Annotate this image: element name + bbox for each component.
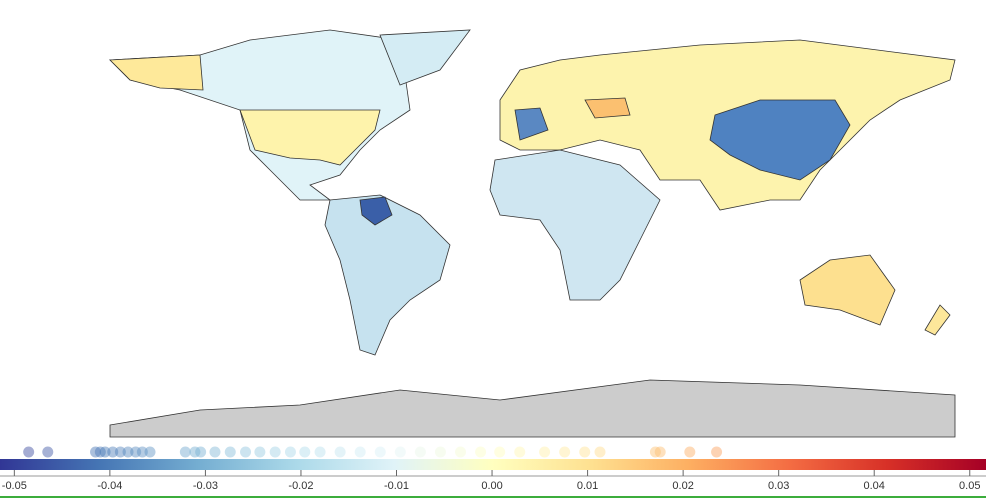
- tick-label: 0.05: [959, 480, 980, 492]
- value-dot: [189, 446, 201, 458]
- tick-label: -0.02: [288, 480, 313, 492]
- value-dot: [711, 446, 723, 458]
- value-dot: [90, 446, 102, 458]
- africa: [489, 149, 661, 301]
- value-dot: [240, 446, 252, 458]
- value-dot: [42, 446, 54, 458]
- value-dot: [114, 446, 126, 458]
- value-dot: [559, 446, 571, 458]
- value-dot: [455, 446, 467, 458]
- tick-label: -0.01: [384, 480, 409, 492]
- value-dot: [94, 446, 106, 458]
- value-dot: [144, 446, 156, 458]
- value-dot: [684, 446, 696, 458]
- united-states: [239, 109, 381, 166]
- value-dot: [374, 446, 386, 458]
- value-dot: [136, 446, 148, 458]
- value-dot: [269, 446, 281, 458]
- tick-label: -0.05: [2, 480, 27, 492]
- antarctica: [109, 379, 956, 438]
- value-dot: [23, 446, 35, 458]
- value-dot: [514, 446, 526, 458]
- tick-label: 0.00: [481, 480, 502, 492]
- value-dot: [539, 446, 551, 458]
- value-dot: [475, 446, 487, 458]
- greenland: [379, 29, 471, 86]
- value-dot: [434, 446, 446, 458]
- china: [709, 99, 851, 181]
- value-dot: [122, 446, 134, 458]
- australia: [799, 254, 896, 326]
- tick-label: 0.03: [768, 480, 789, 492]
- tick-label: -0.04: [97, 480, 122, 492]
- value-dot: [209, 446, 221, 458]
- tick-label: 0.01: [577, 480, 598, 492]
- value-dot: [494, 446, 506, 458]
- world-map: [109, 29, 956, 438]
- value-dot: [224, 446, 236, 458]
- tick-label: 0.04: [864, 480, 885, 492]
- new-zealand: [924, 304, 951, 336]
- value-dot: [179, 446, 191, 458]
- france: [514, 107, 549, 141]
- value-dot: [195, 446, 207, 458]
- value-dot: [654, 446, 666, 458]
- value-dot: [99, 446, 111, 458]
- value-dot: [414, 446, 426, 458]
- value-dot: [314, 446, 326, 458]
- south-america: [324, 194, 451, 356]
- value-dot: [354, 446, 366, 458]
- value-dot: [299, 446, 311, 458]
- value-dot: [334, 446, 346, 458]
- value-dot: [594, 446, 606, 458]
- venezuela: [359, 196, 393, 226]
- value-dot: [107, 446, 119, 458]
- tick-label: 0.02: [672, 480, 693, 492]
- ukraine: [584, 97, 631, 119]
- value-dot: [284, 446, 296, 458]
- tick-label: -0.03: [193, 480, 218, 492]
- value-dot: [394, 446, 406, 458]
- value-dot: [579, 446, 591, 458]
- value-dot: [254, 446, 266, 458]
- colorbar: [0, 459, 986, 470]
- alaska: [109, 54, 204, 91]
- value-dot: [649, 446, 661, 458]
- value-dot: [130, 446, 142, 458]
